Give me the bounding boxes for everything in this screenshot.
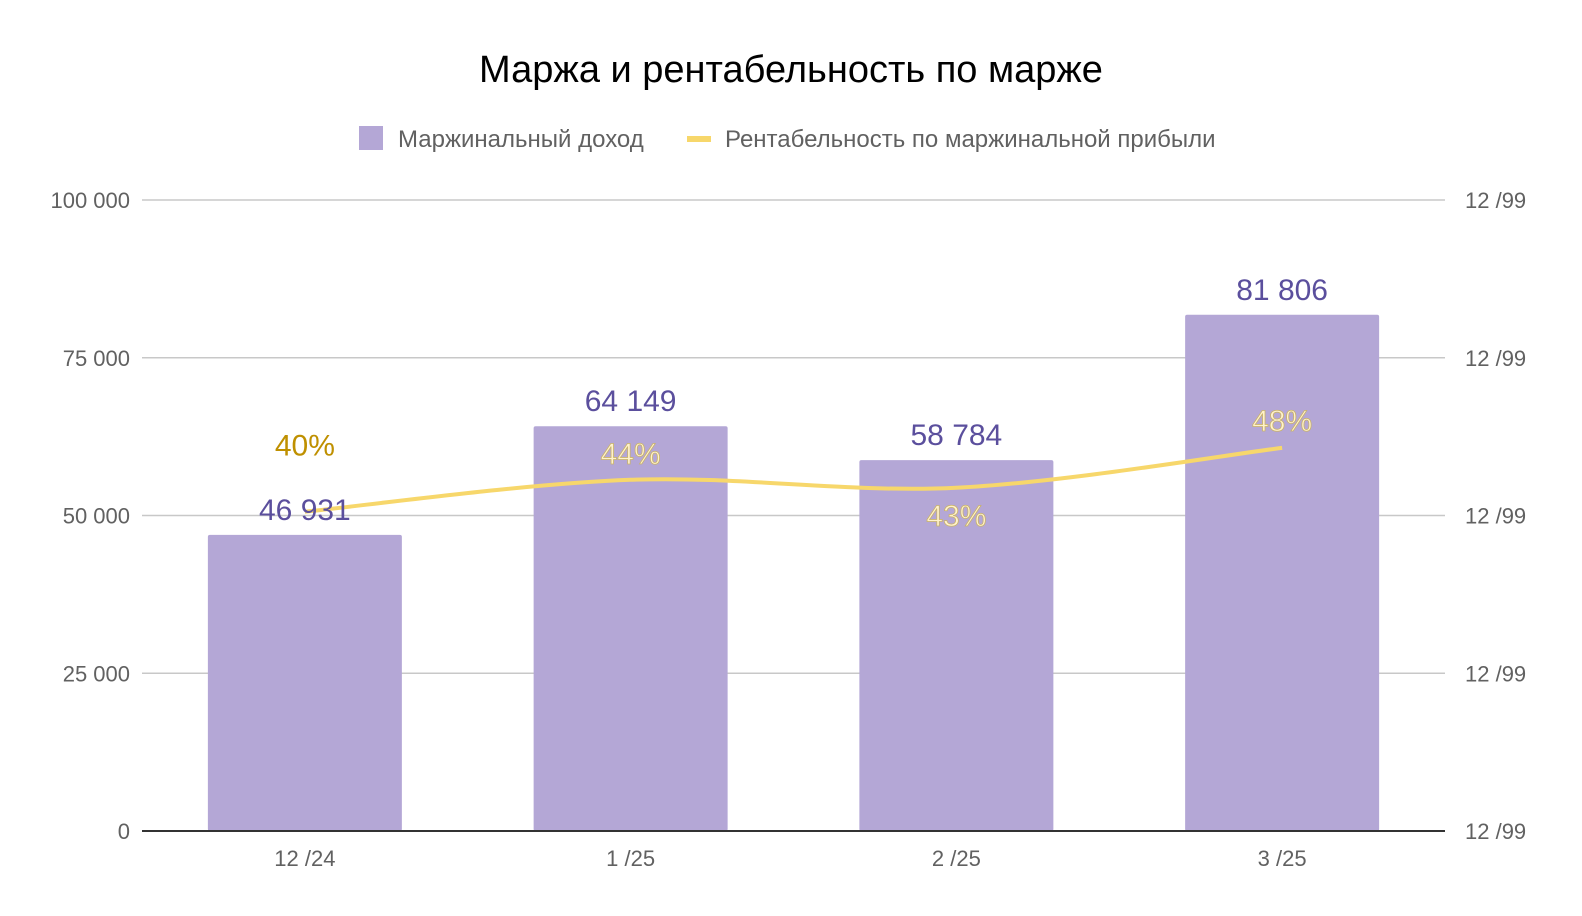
- right-tick-label: 12 /99: [1465, 819, 1526, 844]
- x-tick-label: 2 /25: [932, 846, 981, 871]
- bar-value-label: 81 806: [1236, 274, 1328, 307]
- bar-value-label: 46 931: [259, 494, 351, 527]
- legend-swatch-bar: [359, 126, 383, 150]
- x-tick-label: 3 /25: [1258, 846, 1307, 871]
- bars: [207, 314, 1380, 831]
- right-axis-ticks: 12 /99 12 /99 12 /99 12 /99 12 /99: [1465, 188, 1526, 844]
- legend-label-line: Рентабельность по маржинальной прибыли: [725, 126, 1216, 153]
- bar: [533, 426, 728, 831]
- left-tick-label: 25 000: [63, 661, 130, 686]
- legend-label-bar: Маржинальный доход: [398, 126, 644, 153]
- line-value-label: 40%: [275, 430, 335, 463]
- bar-value-label: 58 784: [910, 419, 1002, 452]
- left-tick-label: 75 000: [63, 346, 130, 371]
- x-axis-ticks: 12 /24 1 /25 2 /25 3 /25: [274, 846, 1306, 871]
- bar: [859, 460, 1054, 831]
- left-tick-label: 0: [118, 819, 130, 844]
- legend-swatch-line: [687, 136, 711, 142]
- line-value-labels: 40% 44% 43% 48%: [275, 404, 1313, 533]
- left-tick-label: 100 000: [50, 188, 130, 213]
- right-tick-label: 12 /99: [1465, 661, 1526, 686]
- x-tick-label: 12 /24: [274, 846, 335, 871]
- line-value-label: 48%: [1252, 405, 1312, 438]
- chart-title: Маржа и рентабельность по марже: [479, 49, 1103, 91]
- bar: [1185, 314, 1380, 831]
- right-tick-label: 12 /99: [1465, 504, 1526, 529]
- left-tick-label: 50 000: [63, 504, 130, 529]
- bar-value-labels: 46 931 64 149 58 784 81 806: [259, 274, 1328, 527]
- bar-value-label: 64 149: [585, 385, 677, 418]
- right-tick-label: 12 /99: [1465, 188, 1526, 213]
- right-tick-label: 12 /99: [1465, 346, 1526, 371]
- x-tick-label: 1 /25: [606, 846, 655, 871]
- line-value-label: 43%: [926, 500, 986, 533]
- legend: Маржинальный доход Рентабельность по мар…: [359, 126, 1216, 153]
- bar: [207, 534, 402, 831]
- line-value-label: 44%: [601, 438, 661, 471]
- profitability-line: [304, 445, 1283, 514]
- left-axis-ticks: 0 25 000 50 000 75 000 100 000: [50, 188, 130, 844]
